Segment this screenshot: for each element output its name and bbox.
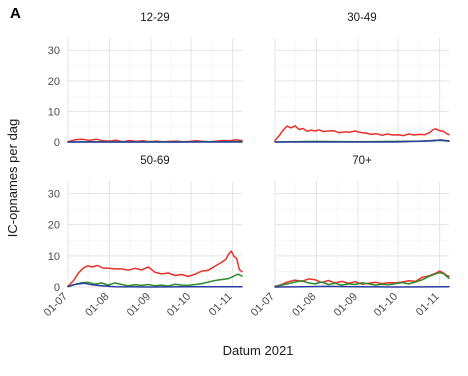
facet-title: 50-69 xyxy=(140,155,169,167)
y-axis-title: IC-opnames per dag xyxy=(5,119,20,238)
panel-background xyxy=(275,38,449,142)
x-tick-label: 01-09 xyxy=(332,291,360,319)
y-tick-label: 0 xyxy=(54,282,60,294)
x-tick-label: 01-09 xyxy=(125,291,153,319)
series-line xyxy=(274,139,450,143)
x-tick-label: 01-10 xyxy=(372,291,400,319)
x-tick-label: 01-08 xyxy=(83,291,111,319)
series-line xyxy=(274,125,450,142)
facet-panel-50-69: 50-69 0 10 20 30 01-07 01-08 01-09 01-10 01-11 xyxy=(42,155,243,319)
y-tick-label: 30 xyxy=(48,45,60,57)
x-tick-label: 01-11 xyxy=(414,291,442,319)
facet-panels: 12-29 0 10 20 30 30-49 50-69 0 10 20 30 01-07 01-08 0… xyxy=(42,12,450,319)
series-line xyxy=(67,282,243,288)
panel-background xyxy=(68,181,242,287)
x-axis-title: Datum 2021 xyxy=(223,343,294,358)
x-tick-label: 01-08 xyxy=(290,291,318,319)
facet-panel-12-29: 12-29 0 10 20 30 xyxy=(48,12,243,149)
x-tick-label: 01-07 xyxy=(42,291,70,319)
y-tick-label: 10 xyxy=(48,106,60,118)
x-tick-label: 01-10 xyxy=(165,291,193,319)
facet-panel-70+: 70+ 01-07 01-08 01-09 01-10 01-11 xyxy=(249,155,450,319)
y-tick-label: 20 xyxy=(48,76,60,88)
series-line xyxy=(67,250,243,287)
series-line xyxy=(274,271,450,288)
y-tick-label: 0 xyxy=(54,137,60,149)
facet-panel-30-49: 30-49 xyxy=(274,12,450,143)
panel-background xyxy=(68,38,242,142)
panel-label: A xyxy=(10,5,21,22)
x-tick-label: 01-07 xyxy=(249,291,277,319)
y-tick-label: 20 xyxy=(48,220,60,232)
facet-title: 70+ xyxy=(352,155,372,167)
y-tick-label: 10 xyxy=(48,251,60,263)
series-line xyxy=(67,273,243,288)
facet-title: 12-29 xyxy=(140,12,169,24)
y-tick-label: 30 xyxy=(48,188,60,200)
series-line xyxy=(274,285,450,288)
panel-background xyxy=(275,181,449,287)
facet-title: 30-49 xyxy=(347,12,376,24)
x-tick-label: 01-11 xyxy=(207,291,235,319)
